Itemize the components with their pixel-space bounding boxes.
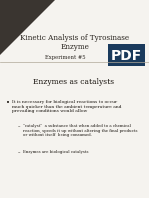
Text: •: • <box>6 100 10 106</box>
Text: Kinetic Analysis of Tyrosinase: Kinetic Analysis of Tyrosinase <box>20 34 130 42</box>
Text: –: – <box>18 150 21 155</box>
Text: –: – <box>18 124 21 129</box>
Text: It is necessary for biological reactions to occur
much quicker than the ambient : It is necessary for biological reactions… <box>12 100 121 113</box>
Text: Enzymes are biological catalysts: Enzymes are biological catalysts <box>23 150 89 154</box>
Text: Experiment #5: Experiment #5 <box>45 54 85 60</box>
Text: PDF: PDF <box>111 49 142 63</box>
Polygon shape <box>0 0 55 55</box>
Text: "catalyst"  a substance that when added to a chemical
reaction, speeds it up wit: "catalyst" a substance that when added t… <box>23 124 138 137</box>
Text: Enzyme: Enzyme <box>60 43 89 51</box>
Text: Enzymes as catalysts: Enzymes as catalysts <box>33 78 115 86</box>
FancyBboxPatch shape <box>108 44 145 66</box>
